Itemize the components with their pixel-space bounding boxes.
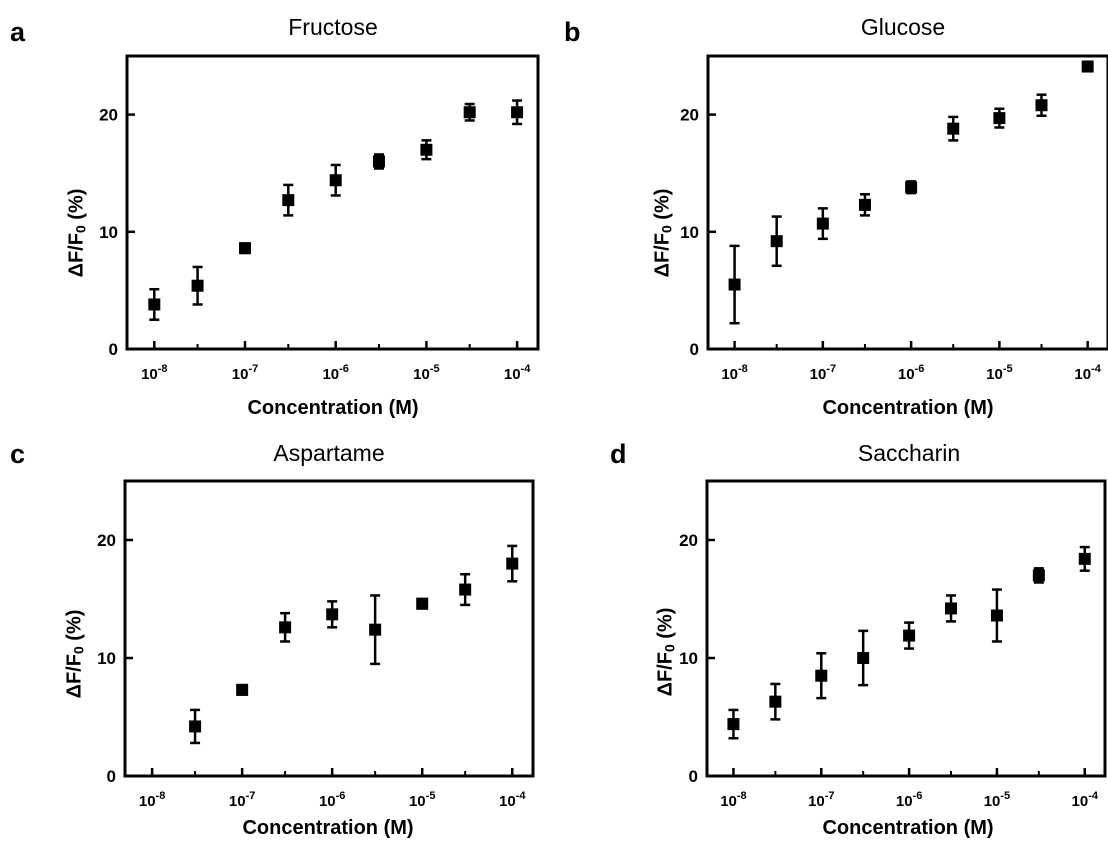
y-axis-label: ΔF/F0 (%) — [63, 609, 87, 699]
data-point — [858, 198, 871, 211]
data-point — [816, 217, 829, 230]
data-point — [369, 623, 382, 636]
x-axis-label: Concentration (M) — [822, 817, 994, 839]
data-point — [326, 608, 339, 621]
y-tick-label: 0 — [689, 767, 698, 786]
plot-frame — [125, 54, 540, 351]
data-point — [769, 695, 782, 708]
y-tick-label: 10 — [99, 223, 118, 242]
data-point — [947, 122, 960, 135]
x-tick-label: 10-6 — [898, 363, 924, 383]
data-point — [990, 609, 1003, 622]
x-tick-label: 10-8 — [721, 363, 747, 383]
data-point — [1078, 552, 1091, 565]
data-point — [239, 242, 252, 255]
x-axis-label: Concentration (M) — [247, 397, 419, 419]
data-point — [279, 621, 292, 634]
chart-title: Fructose — [288, 14, 378, 40]
y-tick-label: 0 — [690, 340, 699, 359]
x-tick-label: 10-5 — [986, 363, 1012, 383]
x-tick-label: 10-7 — [810, 363, 836, 383]
y-tick-label: 10 — [679, 649, 698, 668]
x-tick-label: 10-4 — [504, 363, 531, 383]
x-axis-label: Concentration (M) — [242, 817, 414, 839]
x-tick-label: 10-8 — [141, 363, 167, 383]
y-tick-label: 20 — [679, 531, 698, 550]
x-tick-label: 10-8 — [720, 790, 746, 810]
y-axis-label: ΔF/F0 (%) — [654, 607, 678, 697]
chart-title: Aspartame — [273, 440, 385, 466]
y-tick-label: 0 — [109, 340, 118, 359]
chart-title: Saccharin — [857, 440, 961, 466]
x-tick-label: 10-6 — [896, 790, 922, 810]
plot-frame — [123, 479, 535, 778]
x-tick-label: 10-4 — [499, 790, 526, 810]
data-point — [728, 278, 741, 291]
data-point — [329, 174, 342, 187]
panel-letter: d — [610, 439, 627, 469]
data-point — [945, 602, 958, 615]
data-point — [459, 583, 472, 596]
x-tick-label: 10-4 — [1074, 363, 1101, 383]
y-tick-label: 20 — [97, 531, 116, 550]
y-axis-label: ΔF/F0 (%) — [651, 188, 675, 278]
data-point — [1081, 60, 1094, 73]
data-point — [506, 557, 519, 570]
data-point — [857, 652, 870, 664]
y-tick-label: 20 — [99, 106, 118, 125]
data-point — [189, 720, 202, 733]
x-axis-label: Concentration (M) — [822, 397, 994, 419]
data-point — [416, 597, 429, 610]
data-point — [191, 279, 204, 292]
data-point — [511, 106, 524, 119]
x-tick-label: 10-5 — [409, 790, 435, 810]
data-point — [1035, 99, 1048, 112]
x-tick-label: 10-7 — [808, 790, 834, 810]
chart-plot: 0 10 20 10-8 10-7 10-6 10-5 10-4 — [679, 479, 1107, 810]
y-tick-label: 10 — [97, 649, 116, 668]
panel-saccharin: d Saccharin 0 10 20 10-8 10-7 10-6 10-5 10-4 ΔF… — [554, 422, 1108, 844]
data-point — [903, 629, 916, 642]
data-point — [282, 194, 295, 207]
panel-letter: b — [564, 17, 581, 47]
data-point — [236, 683, 249, 696]
plot-frame — [706, 54, 1108, 351]
data-point — [372, 155, 385, 168]
chart-plot: 0 10 20 10-8 10-7 10-6 10-5 10-4 — [99, 54, 540, 383]
chart-plot: 0 10 20 10-8 10-7 10-6 10-5 10-4 — [680, 54, 1108, 383]
x-tick-label: 10-5 — [984, 790, 1010, 810]
data-point — [420, 143, 433, 156]
chart-title: Glucose — [860, 14, 946, 40]
data-point — [770, 235, 783, 248]
data-point — [993, 112, 1006, 125]
y-tick-label: 20 — [680, 106, 699, 125]
panel-letter: c — [10, 439, 26, 469]
x-tick-label: 10-8 — [139, 790, 165, 810]
x-tick-label: 10-6 — [319, 790, 345, 810]
data-point — [1032, 569, 1045, 582]
y-tick-label: 10 — [680, 223, 699, 242]
panel-glucose: b Glucose 0 10 20 10-8 10-7 10-6 10-5 10-4 ΔF/F… — [554, 0, 1108, 422]
x-tick-label: 10-6 — [322, 363, 348, 383]
data-point — [905, 181, 918, 194]
chart-plot: 0 10 20 10-8 10-7 10-6 10-5 10-4 — [97, 479, 535, 810]
x-tick-label: 10-7 — [229, 790, 255, 810]
y-tick-label: 0 — [107, 767, 116, 786]
panel-fructose: a Fructose 0 10 20 10-8 10-7 10-6 10-5 10-4 ΔF/… — [0, 0, 554, 422]
data-point — [463, 106, 476, 119]
x-tick-label: 10-5 — [413, 363, 439, 383]
plot-frame — [705, 479, 1107, 778]
data-point — [815, 669, 828, 682]
y-axis-label: ΔF/F0 (%) — [65, 188, 89, 278]
data-point — [148, 298, 161, 311]
x-tick-label: 10-7 — [232, 363, 258, 383]
panel-letter: a — [10, 17, 26, 47]
panel-aspartame: c Aspartame 0 10 20 10-8 10-7 10-6 10-5 10-4 ΔF… — [0, 422, 554, 844]
x-tick-label: 10-4 — [1072, 790, 1099, 810]
data-point — [727, 718, 740, 731]
